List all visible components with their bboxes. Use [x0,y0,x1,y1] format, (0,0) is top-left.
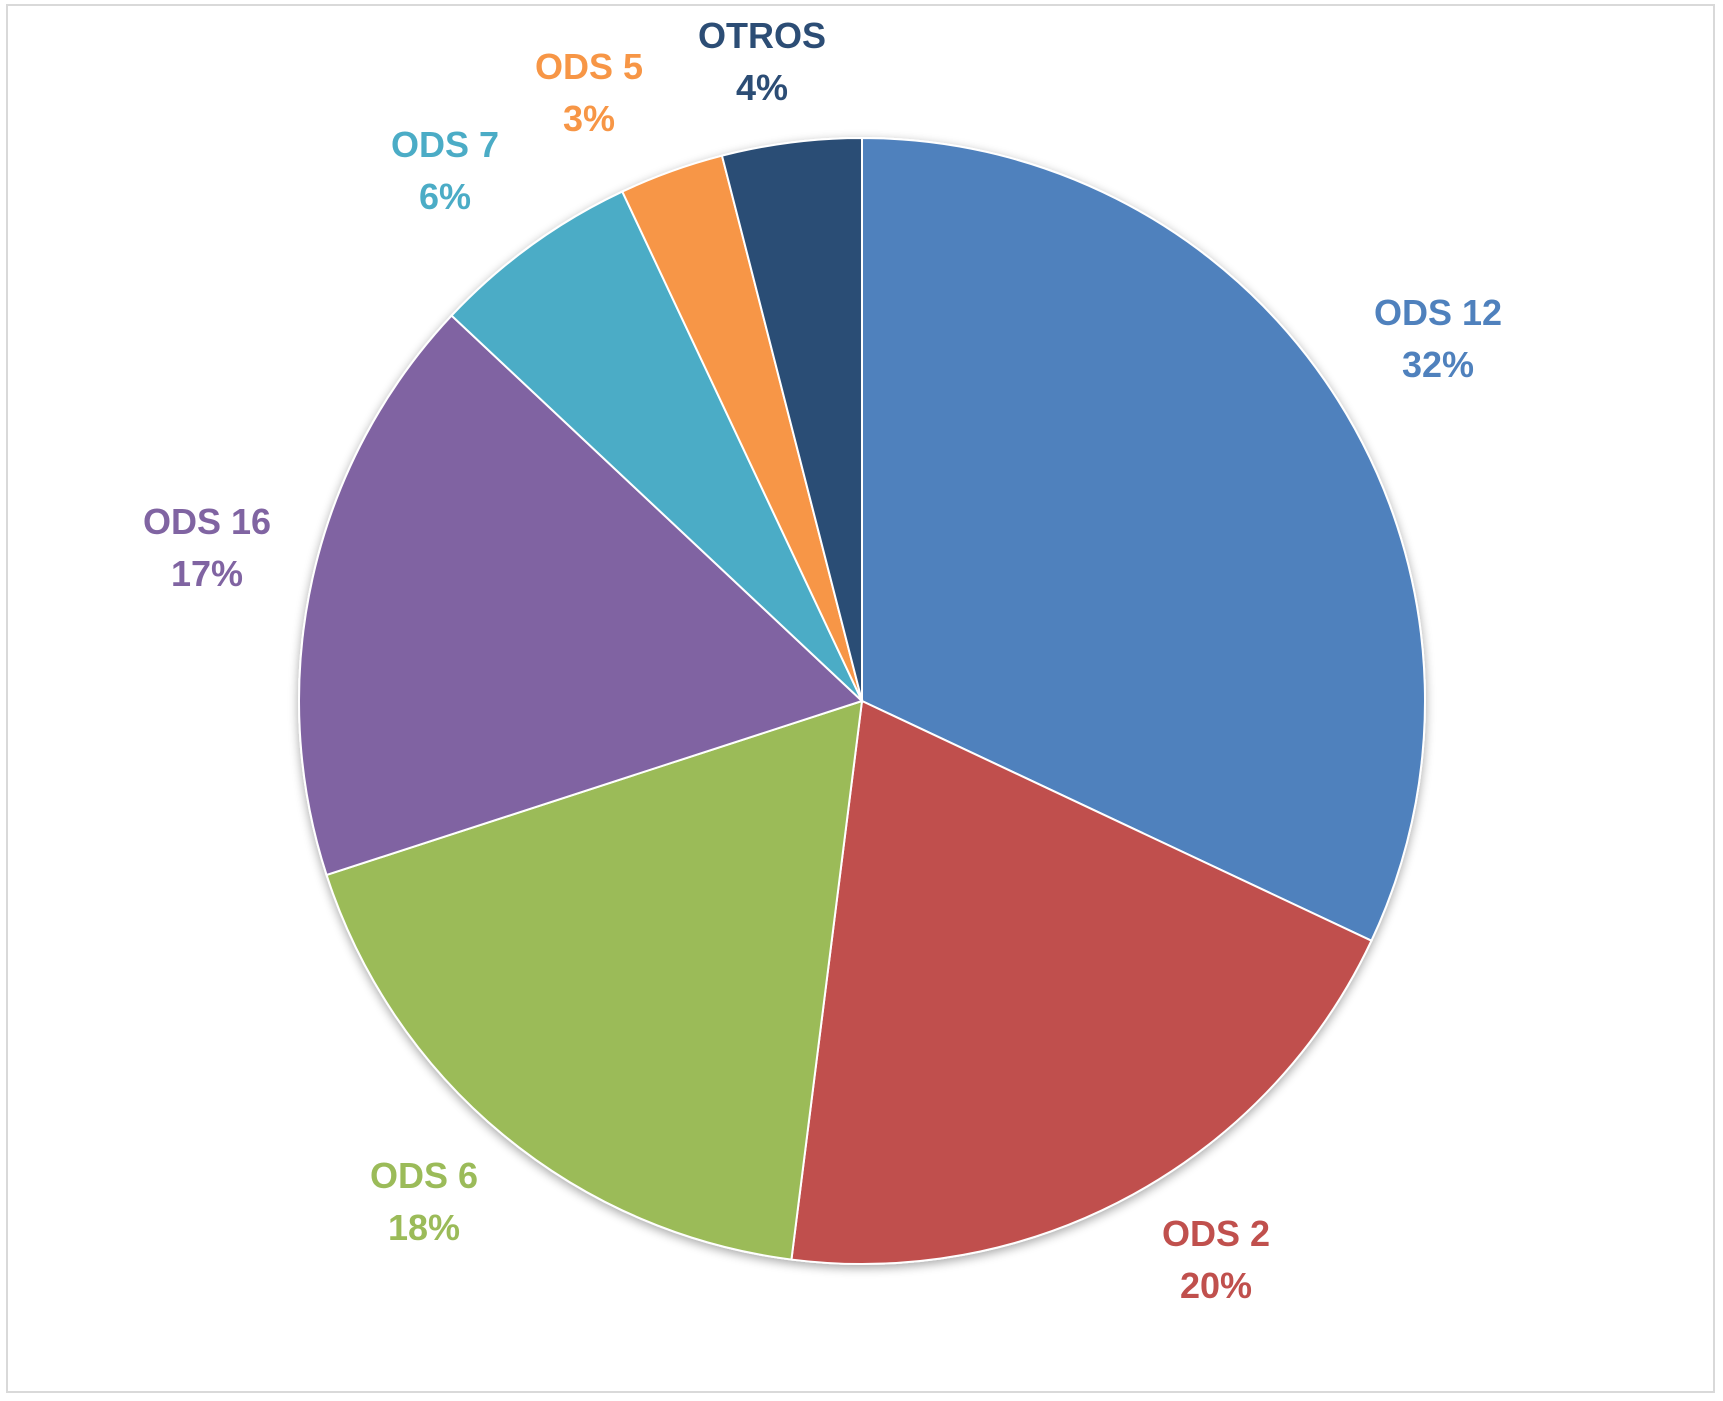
slice-label: ODS 16 [143,501,271,542]
slice-label: OTROS [698,15,826,56]
pie-slice-ods-2 [790,699,1373,1265]
pie-slice-otros [720,136,863,702]
slice-percent-label: 4% [736,67,788,108]
slice-percent-label: 32% [1402,344,1474,385]
pie-slice-ods-7 [450,190,863,702]
pie-slices [298,136,1426,1265]
slice-percent-label: 3% [563,98,615,139]
slice-label: ODS 12 [1374,292,1502,333]
slice-labels: ODS 12 32% ODS 2 20% ODS 6 18% ODS 16 17% ODS 7 6… [143,15,1502,1306]
pie-slice-ods-12 [861,136,1426,943]
slice-percent-label: 17% [171,553,243,594]
slice-label: ODS 2 [1162,1213,1270,1254]
slice-percent-label: 18% [388,1207,460,1248]
slice-label: ODS 5 [535,46,643,87]
slice-percent-label: 6% [419,176,471,217]
slice-percent-label: 20% [1180,1265,1252,1306]
pie-slice-ods-6 [325,699,864,1261]
slice-label: ODS 7 [391,124,499,165]
slice-label: ODS 6 [370,1155,478,1196]
pie-slice-ods-16 [298,314,864,877]
